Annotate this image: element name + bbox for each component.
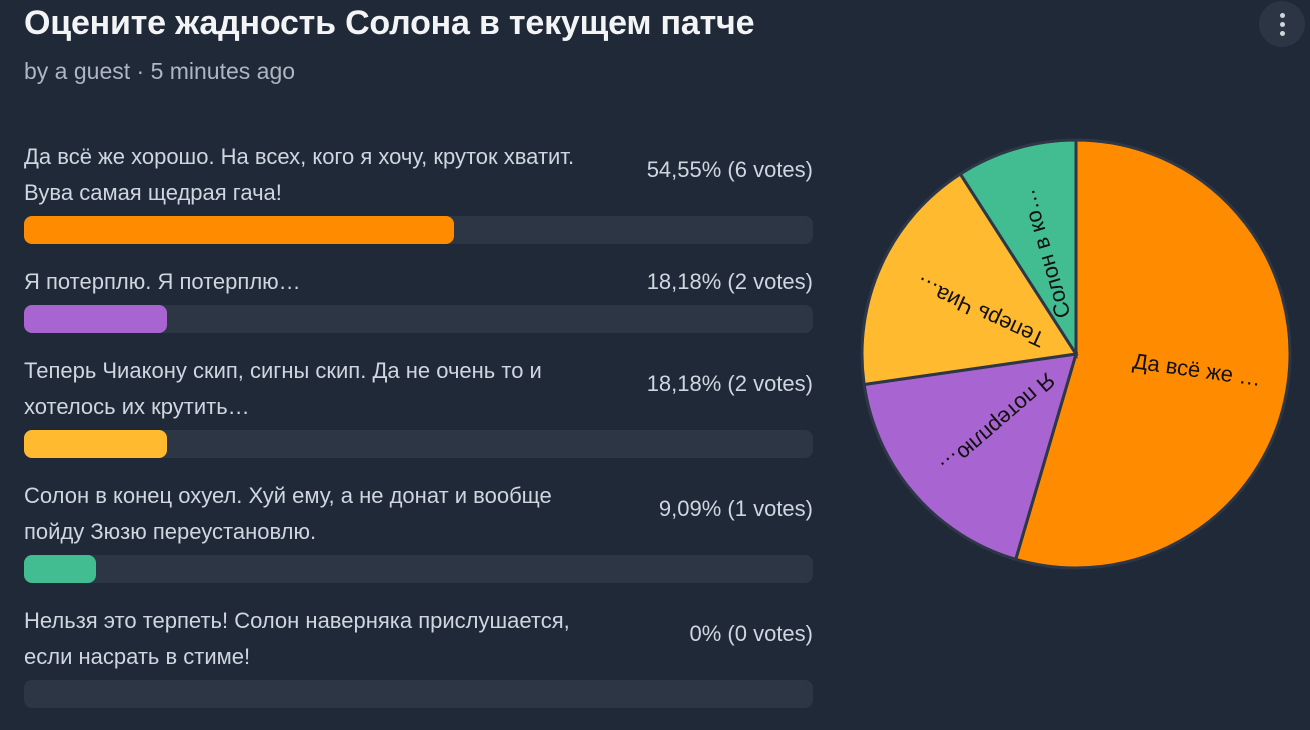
poll-title: Оцените жадность Солона в текущем патче [24, 4, 755, 42]
option-label: Я потерплю. Я потерплю… [24, 269, 301, 294]
option-bar-track [24, 555, 813, 583]
option-bar-track [24, 305, 813, 333]
option-percent: 9,09% (1 votes) [658, 496, 813, 521]
menu-dot [1279, 21, 1285, 27]
option-label: Теперь Чиакону скип, сигны скип. Да не о… [24, 358, 542, 419]
option-percent: 18,18% (2 votes) [646, 371, 813, 396]
option-bar-fill [24, 216, 455, 244]
results-pie-chart: Да всё же … Я потерплю… Теперь Чиа… Солон в… [860, 138, 1292, 570]
pie-slice [860, 171, 1079, 387]
option-label: Нельзя это терпеть! Солон наверняка прис… [24, 608, 570, 669]
option-bar-track [24, 680, 813, 708]
poll-byline: by a guest · 5 minutes ago [24, 58, 296, 84]
pie-slice [1013, 138, 1292, 570]
option-bar-track [24, 216, 813, 244]
kebab-menu-icon[interactable] [1259, 1, 1305, 47]
pie-chart-svg: Да всё же …Я потерплю…Теперь Чиа…Солон в… [860, 138, 1292, 570]
option-bar-fill [24, 305, 168, 333]
pie-slice [862, 352, 1079, 562]
option-bar-track [24, 430, 813, 458]
option-label: Да всё же хорошо. На всех, кого я хочу, … [24, 144, 575, 205]
menu-dot [1279, 12, 1285, 18]
option-percent: 18,18% (2 votes) [646, 269, 813, 294]
option-bar-fill [24, 555, 96, 583]
option-percent: 0% (0 votes) [689, 621, 814, 646]
option-label: Солон в конец охуел. Хуй ему, а не донат… [24, 483, 552, 544]
menu-dot [1279, 30, 1285, 36]
option-bar-fill [24, 430, 168, 458]
option-percent: 54,55% (6 votes) [646, 157, 813, 182]
pie-slice [958, 138, 1078, 360]
